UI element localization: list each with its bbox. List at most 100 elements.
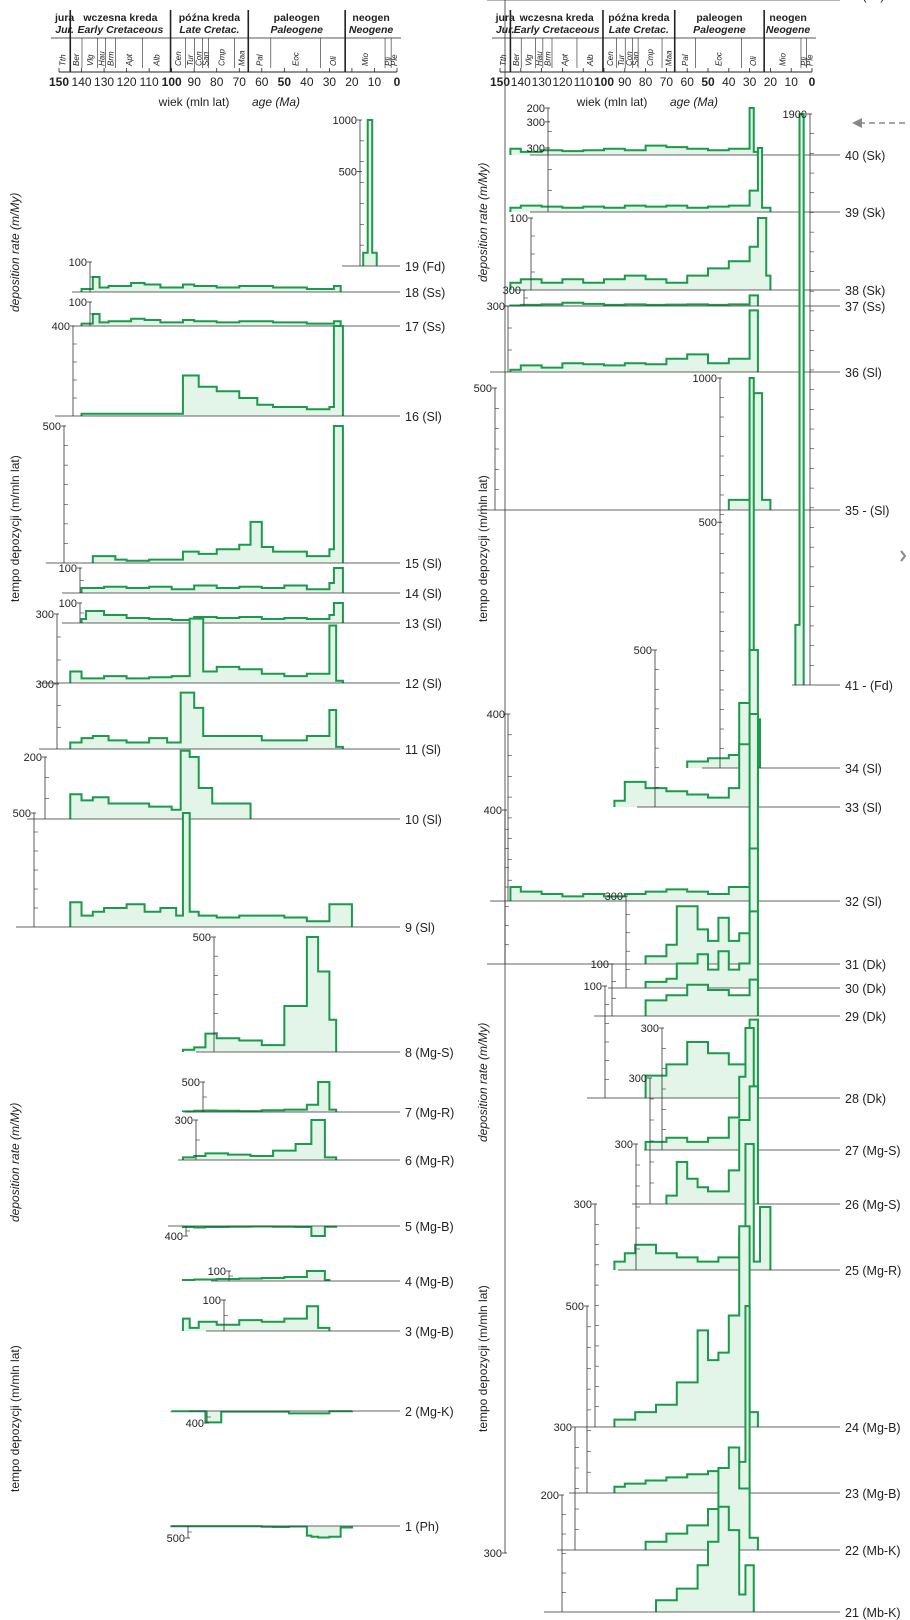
age-label: Ber	[512, 53, 521, 66]
panel-label: 23 (Mg-B)	[845, 1487, 901, 1501]
time-tick-label: 80	[210, 75, 224, 89]
time-tick-label: 150	[490, 75, 510, 89]
series-fill	[182, 1082, 337, 1112]
series-line	[613, 1305, 751, 1493]
time-axis-label-en: age (Ma)	[670, 95, 718, 109]
panel-label: 37 (Ss)	[845, 300, 885, 314]
series-line	[509, 217, 772, 290]
panel-label: 33 (Sl)	[845, 801, 882, 815]
time-tick-label: 0	[394, 75, 401, 89]
series-line	[665, 1085, 759, 1204]
panel-label: 4 (Mg-B)	[405, 1275, 454, 1289]
y-tick-label: 300	[605, 891, 623, 903]
series-fill	[81, 326, 343, 416]
series-fill	[182, 937, 337, 1052]
stage-name: późna kreda	[608, 12, 669, 24]
y-tick-label: 400	[484, 805, 502, 817]
series-line	[80, 567, 344, 593]
time-tick-label: 90	[618, 75, 632, 89]
age-label: Eoc	[292, 52, 301, 66]
series-line	[613, 1225, 759, 1427]
y-tick-label: 500	[193, 932, 211, 944]
y-tick-label: 500	[474, 383, 492, 395]
age-label: Maa	[664, 50, 673, 66]
series-line	[181, 1270, 331, 1281]
ylabel-pl-right-bottom: tempo depozycji (m/mln lat)	[476, 1285, 490, 1432]
series-line	[613, 649, 759, 807]
y-tick-label: 100	[591, 959, 609, 971]
panel-label: 19 (Fd)	[405, 260, 445, 274]
series-fill	[614, 650, 758, 807]
y-tick-label: 300	[503, 285, 521, 297]
panel-label: 5 (Mg-B)	[405, 1220, 454, 1234]
panel-label: 18 (Ss)	[405, 286, 445, 300]
panel-label: 24 (Mg-B)	[845, 1421, 901, 1435]
y-tick-label: 500	[182, 1077, 200, 1089]
stage-name-en: Late Cretac.	[609, 24, 669, 36]
y-tick-label: 100	[69, 257, 87, 269]
panel-label: 32 (Sl)	[845, 895, 882, 909]
panel-label: 39 (Sk)	[845, 206, 885, 220]
series-line	[69, 691, 344, 749]
panel-label: 35 - (Sl)	[845, 504, 889, 518]
time-tick-label: 100	[594, 75, 614, 89]
time-tick-label: 50	[701, 75, 715, 89]
time-tick-label: 80	[639, 75, 653, 89]
panel-label: 21 (Mb-K)	[845, 1606, 901, 1620]
age-label: Alb	[586, 54, 595, 67]
time-tick-label: 140	[511, 75, 531, 89]
panel-label: 15 (Sl)	[405, 557, 442, 571]
time-tick-label: 110	[140, 75, 159, 89]
age-label: Vlg	[524, 54, 533, 66]
stage-name: paleogen	[696, 12, 742, 24]
age-label: Brm	[106, 51, 115, 66]
time-tick-label: 120	[117, 75, 137, 89]
age-label: Apt	[125, 53, 134, 67]
y-tick-label: 400	[52, 321, 70, 333]
series-fill	[171, 1411, 352, 1423]
age-label: Hau	[97, 51, 106, 66]
time-tick-label: 10	[368, 75, 382, 89]
age-label: Oli	[329, 56, 338, 66]
series-fill	[182, 1271, 330, 1281]
age-label: Ple	[390, 54, 399, 66]
series-fill	[614, 1226, 758, 1427]
series-fill	[510, 714, 758, 901]
age-label: Pal	[681, 54, 690, 66]
series-fill	[510, 148, 771, 212]
time-tick-label: 100	[162, 75, 182, 89]
age-label: Ber	[72, 53, 81, 66]
stage-name-en: Early Cretaceous	[514, 24, 600, 36]
age-label: San	[202, 51, 211, 66]
series-fill	[70, 813, 352, 927]
y-tick-label: 100	[69, 297, 87, 309]
series-fill	[645, 979, 758, 1016]
age-label: Tth	[499, 54, 508, 66]
series-line	[80, 602, 344, 623]
ylabel-en-left-bottom: deposition rate (m/My)	[8, 1102, 22, 1222]
age-label: Pal	[256, 54, 265, 66]
series-line	[644, 847, 759, 964]
time-tick-label: 70	[660, 75, 674, 89]
age-label: San	[631, 51, 640, 66]
y-tick-label: 100	[59, 598, 77, 610]
series-line	[362, 119, 378, 266]
panel-label: 10 (Sl)	[405, 813, 442, 827]
series-fill	[70, 618, 343, 683]
time-tick-label: 140	[72, 75, 92, 89]
y-tick-label: 1900	[783, 109, 807, 121]
series-fill	[92, 426, 343, 563]
time-tick-label: 120	[552, 75, 572, 89]
series-line	[181, 936, 338, 1052]
age-label: Ple	[805, 54, 814, 66]
time-axis-label: wiek (mln lat)	[576, 95, 648, 109]
age-label: Tur	[186, 54, 195, 66]
y-tick-label: 400	[186, 1418, 204, 1430]
panel-label: 1 (Ph)	[405, 1520, 439, 1534]
stage-name: jura	[54, 12, 74, 24]
time-tick-label: 90	[188, 75, 202, 89]
stage-name: późna kreda	[179, 12, 240, 24]
y-tick-label: 1000	[333, 115, 357, 127]
stage-name-en: Early Cretaceous	[78, 24, 164, 36]
